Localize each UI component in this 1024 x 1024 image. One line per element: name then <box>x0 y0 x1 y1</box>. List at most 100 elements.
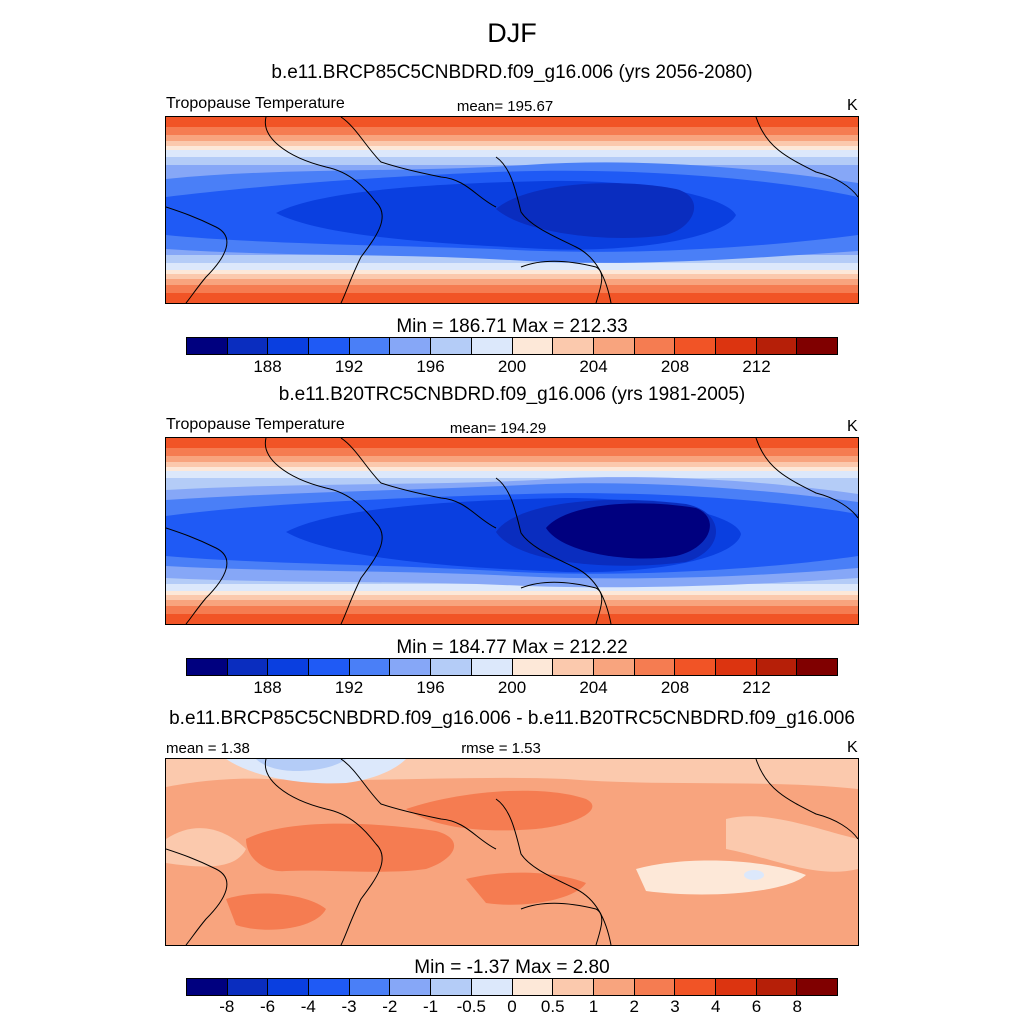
colorbar-swatch <box>227 659 269 675</box>
colorbar-tick-label: -2 <box>382 997 398 1016</box>
figure-title: DJF <box>487 18 537 48</box>
panel1-colorbar-ticks: 188 192 196 200 204 208 212 <box>186 357 838 379</box>
panel3-map <box>165 758 859 946</box>
colorbar-swatch <box>634 659 676 675</box>
colorbar-swatch <box>268 659 310 675</box>
colorbar-swatch <box>553 659 594 675</box>
colorbar-swatch <box>471 979 513 995</box>
panel2-units-label: K <box>847 418 858 435</box>
colorbar-tick-label: 200 <box>497 678 527 697</box>
panel2-minmax-label: Min = 184.77 Max = 212.22 <box>396 637 628 658</box>
colorbar-tick-label: -6 <box>259 997 276 1016</box>
colorbar-swatch <box>756 979 798 995</box>
panel3-coastlines <box>166 759 858 945</box>
panel2-title: b.e11.B20TRC5CNBDRD.f09_g16.006 (yrs 198… <box>278 384 746 405</box>
colorbar-swatch <box>349 338 391 354</box>
colorbar-swatch <box>349 979 391 995</box>
panel2-coastlines <box>166 438 858 624</box>
colorbar-swatch <box>471 338 513 354</box>
panel1-title: b.e11.BRCP85C5CNBDRD.f09_g16.006 (yrs 20… <box>271 62 753 83</box>
colorbar-tick-label: 3 <box>670 997 680 1016</box>
colorbar-swatch <box>512 659 554 675</box>
panel2-contour-field <box>166 438 858 624</box>
colorbar-swatch <box>675 659 716 675</box>
panel1-colorbar <box>186 337 838 355</box>
panel1-map <box>165 116 859 304</box>
colorbar-tick-label: -8 <box>219 997 235 1016</box>
colorbar-swatch <box>227 338 269 354</box>
panel3-colorbar-ticks: -8 -6 -4 -3 -2 -1 -0.5 0 0.5 1 2 3 4 6 8 <box>186 997 838 1019</box>
panel2-colorbar-ticks: 188 192 196 200 204 208 212 <box>186 678 838 700</box>
colorbar-swatch <box>512 338 554 354</box>
colorbar-tick-label: 0.5 <box>540 997 565 1016</box>
colorbar-swatch <box>187 338 228 354</box>
panel3-band-neg-spot <box>744 870 764 880</box>
colorbar-tick-label: 196 <box>416 357 445 376</box>
colorbar-tick-label: 2 <box>629 997 639 1016</box>
colorbar-tick-label: 204 <box>579 678 608 697</box>
colorbar-tick-label: 1 <box>588 997 599 1016</box>
panel3-mean-label: mean = 1.38 <box>166 740 250 757</box>
colorbar-swatch <box>431 659 472 675</box>
panel3-rmse-label: rmse = 1.53 <box>461 740 541 757</box>
colorbar-tick-label: 204 <box>579 357 608 376</box>
panel3-band-05to1-east <box>726 816 858 872</box>
colorbar-swatch <box>797 338 837 354</box>
colorbar-swatch <box>390 338 432 354</box>
colorbar-swatch <box>553 338 594 354</box>
colorbar-tick-label: 4 <box>711 997 721 1016</box>
panel3-band-2to3-africa <box>246 823 455 872</box>
colorbar-tick-label: -4 <box>300 997 316 1016</box>
colorbar-tick-label: -1 <box>422 997 439 1016</box>
panel1-mean-label: mean= 195.67 <box>456 98 554 115</box>
colorbar-tick-label: 192 <box>334 357 364 376</box>
colorbar-tick-label: 8 <box>792 997 802 1016</box>
colorbar-swatch <box>512 979 554 995</box>
colorbar-tick-label: 208 <box>660 357 690 376</box>
panel3-band-neg05-north <box>256 759 346 771</box>
panel3-band-05to1-west <box>166 828 246 867</box>
colorbar-swatch <box>390 979 432 995</box>
colorbar-swatch <box>715 659 757 675</box>
panel3-colorbar <box>186 978 838 996</box>
colorbar-swatch <box>797 659 837 675</box>
panel3-band-2to3-asia <box>406 790 593 831</box>
panel3-units-label: K <box>847 739 858 756</box>
panel2-variable-label: Tropopause Temperature <box>166 416 345 433</box>
colorbar-swatch <box>431 979 472 995</box>
colorbar-swatch <box>471 659 513 675</box>
colorbar-swatch <box>268 338 310 354</box>
panel1-minmax-label: Min = 186.71 Max = 212.33 <box>396 316 628 337</box>
colorbar-tick-label: -3 <box>341 997 357 1016</box>
colorbar-swatch <box>675 338 716 354</box>
panel2-band-186 <box>546 503 710 559</box>
colorbar-tick-label: 188 <box>253 357 282 376</box>
panel3-contour-field <box>166 759 858 945</box>
panel1-contour-field <box>166 117 858 303</box>
colorbar-swatch <box>675 979 716 995</box>
colorbar-swatch <box>553 979 594 995</box>
colorbar-tick-label: 6 <box>751 997 762 1016</box>
colorbar-swatch <box>431 338 472 354</box>
panel3-band-0to05-pacific <box>636 860 806 895</box>
panel1-coastlines <box>166 117 858 303</box>
panel1-variable-label: Tropopause Temperature <box>166 95 345 112</box>
panel2-map <box>165 437 859 625</box>
panel1-band-188 <box>496 183 695 238</box>
colorbar-tick-label: 0 <box>507 997 517 1016</box>
colorbar-tick-label: 200 <box>497 357 527 376</box>
panel3-minmax-label: Min = -1.37 Max = 2.80 <box>414 957 610 978</box>
colorbar-swatch <box>634 979 676 995</box>
colorbar-tick-label: 192 <box>334 678 364 697</box>
colorbar-swatch <box>309 338 350 354</box>
colorbar-swatch <box>756 659 798 675</box>
colorbar-tick-label: 208 <box>660 678 690 697</box>
colorbar-swatch <box>593 979 635 995</box>
panel2-colorbar <box>186 658 838 676</box>
panel3-title: b.e11.BRCP85C5CNBDRD.f09_g16.006 - b.e11… <box>169 708 855 729</box>
colorbar-swatch <box>593 659 635 675</box>
colorbar-swatch <box>309 659 350 675</box>
colorbar-swatch <box>187 659 228 675</box>
colorbar-swatch <box>349 659 391 675</box>
colorbar-swatch <box>797 979 837 995</box>
